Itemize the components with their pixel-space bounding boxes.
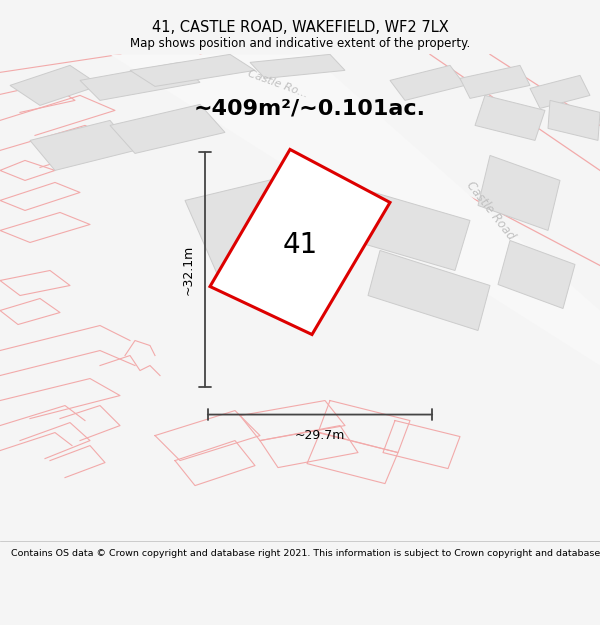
Polygon shape	[460, 66, 530, 98]
Polygon shape	[335, 186, 470, 271]
Polygon shape	[110, 54, 600, 366]
Polygon shape	[548, 101, 600, 141]
Text: ~32.1m: ~32.1m	[182, 244, 195, 294]
Text: Castle Road: Castle Road	[463, 179, 517, 242]
Text: ~29.7m: ~29.7m	[295, 429, 345, 442]
Polygon shape	[210, 149, 390, 334]
Polygon shape	[478, 156, 560, 231]
Polygon shape	[390, 66, 465, 101]
Text: 41: 41	[283, 231, 317, 259]
Text: Castle Ro...: Castle Ro...	[247, 69, 310, 100]
Text: 41, CASTLE ROAD, WAKEFIELD, WF2 7LX: 41, CASTLE ROAD, WAKEFIELD, WF2 7LX	[152, 19, 448, 34]
Text: Map shows position and indicative extent of the property.: Map shows position and indicative extent…	[130, 37, 470, 49]
Polygon shape	[498, 241, 575, 309]
Polygon shape	[130, 54, 255, 86]
Polygon shape	[475, 96, 545, 141]
Text: ~409m²/~0.101ac.: ~409m²/~0.101ac.	[194, 98, 426, 118]
Polygon shape	[30, 121, 135, 171]
Polygon shape	[10, 66, 100, 106]
Polygon shape	[185, 171, 345, 281]
Text: Contains OS data © Crown copyright and database right 2021. This information is : Contains OS data © Crown copyright and d…	[11, 549, 600, 558]
Polygon shape	[530, 76, 590, 108]
Polygon shape	[368, 251, 490, 331]
Polygon shape	[250, 54, 345, 78]
Polygon shape	[110, 104, 225, 153]
Polygon shape	[80, 62, 200, 101]
